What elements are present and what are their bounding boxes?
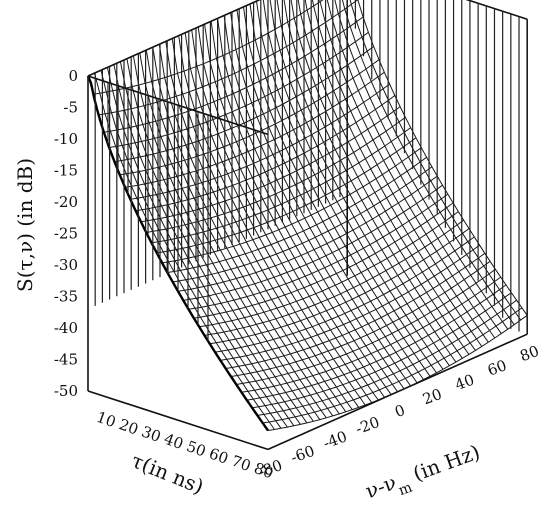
z-tick-label: -35 [54, 288, 78, 306]
surface-tau-line [246, 284, 507, 401]
z-tick-label: -20 [54, 193, 78, 211]
surface-nu-line [217, 18, 399, 393]
back-wall-lines [87, 0, 528, 342]
surface-tau-line [257, 299, 517, 416]
surface-tau-line [98, 0, 359, 116]
nu-tick-label: 60 [485, 356, 509, 379]
surface-tau-line [156, 137, 417, 254]
nu-axis-label: ν-νm (in Hz) [362, 440, 485, 510]
surface-tau-line [209, 228, 470, 345]
surface-tau-line [162, 147, 422, 264]
surface-tau-line [130, 83, 390, 200]
surface-tau-line [225, 252, 486, 369]
surface-tau-line [183, 184, 443, 301]
tau-tick-label: 20 [117, 415, 141, 438]
z-tick-label: -30 [54, 256, 78, 274]
z-tick-label: -40 [54, 319, 78, 337]
z-tick-label: -5 [63, 99, 78, 117]
nu-tick-label: 40 [453, 371, 477, 394]
surface-tau-line [135, 95, 396, 212]
nu-tick-label: -20 [353, 413, 382, 438]
surface-tau-line [167, 156, 427, 273]
surface-tau-line [262, 307, 523, 424]
surface-tau-line [220, 244, 480, 361]
surface-tau-line [199, 211, 459, 328]
nu-tick-label: -40 [321, 427, 350, 452]
tau-tick-label: 10 [94, 408, 118, 431]
tau-tick-label: 30 [139, 422, 163, 445]
surface-tau-line [252, 292, 512, 409]
tau-tick-label: 70 [229, 452, 253, 475]
nu-label-main: ν-ν [362, 470, 399, 503]
frame-edge [87, 390, 269, 451]
surface-tau-line [151, 127, 411, 244]
z-tick-label: -50 [54, 382, 78, 400]
nu-tick-label: 80 [517, 342, 541, 365]
nu-tick-label: 0 [392, 401, 407, 421]
tau-tick-label: 80 [252, 459, 276, 482]
frame-edge [267, 333, 528, 451]
surface-tau-line [230, 260, 491, 377]
surface-tau-line [177, 175, 438, 292]
surface-tau-line [119, 59, 380, 176]
surface-tau-line [215, 236, 475, 353]
tau-tick-label: 40 [162, 430, 186, 453]
surface-tau-line [236, 268, 496, 385]
surface-tau-line [193, 202, 454, 319]
surface-nu-line [349, 0, 522, 321]
surface-tau-line [172, 166, 433, 283]
surface-nu-line [236, 9, 418, 383]
surface-tau-line [103, 16, 364, 133]
z-tick-label: -10 [54, 130, 78, 148]
z-axis-ticks: 0 -5 -10 -15 -20 -25 -30 -35 -40 -45 -50 [54, 67, 78, 400]
z-tick-label: -25 [54, 225, 78, 243]
z-tick-label: -45 [54, 351, 78, 369]
nu-tick-label: 20 [420, 385, 444, 408]
z-tick-label: -15 [54, 162, 78, 180]
surface-nu-line [341, 0, 515, 325]
surface-front-edge [86, 75, 269, 432]
nu-label-tail: (in Hz) [404, 440, 483, 488]
surface-tau-line [93, 0, 324, 95]
z-axis-label: S(τ,ν) (in dB) [13, 158, 37, 292]
surface-tau-line [188, 193, 449, 310]
z-tick-label: 0 [68, 67, 78, 85]
tau-tick-label: 50 [184, 437, 208, 460]
surface-tau-line [140, 106, 401, 223]
nu-label-sub: m [396, 480, 414, 500]
frame-edge [465, 0, 528, 20]
nu-tick-label: -60 [288, 442, 317, 467]
tau-tick-label: 60 [207, 444, 231, 467]
surface-nu-line [223, 15, 405, 390]
surface-tau-line [241, 276, 501, 393]
surface-tau-line [204, 219, 464, 336]
